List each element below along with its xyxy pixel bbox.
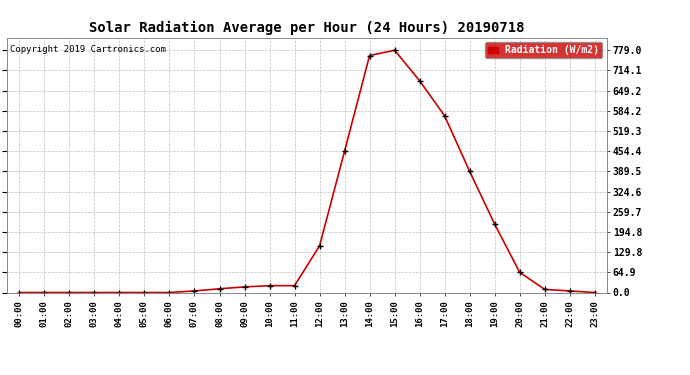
Text: Copyright 2019 Cartronics.com: Copyright 2019 Cartronics.com xyxy=(10,45,166,54)
Title: Solar Radiation Average per Hour (24 Hours) 20190718: Solar Radiation Average per Hour (24 Hou… xyxy=(89,21,525,35)
Legend: Radiation (W/m2): Radiation (W/m2) xyxy=(485,42,602,58)
